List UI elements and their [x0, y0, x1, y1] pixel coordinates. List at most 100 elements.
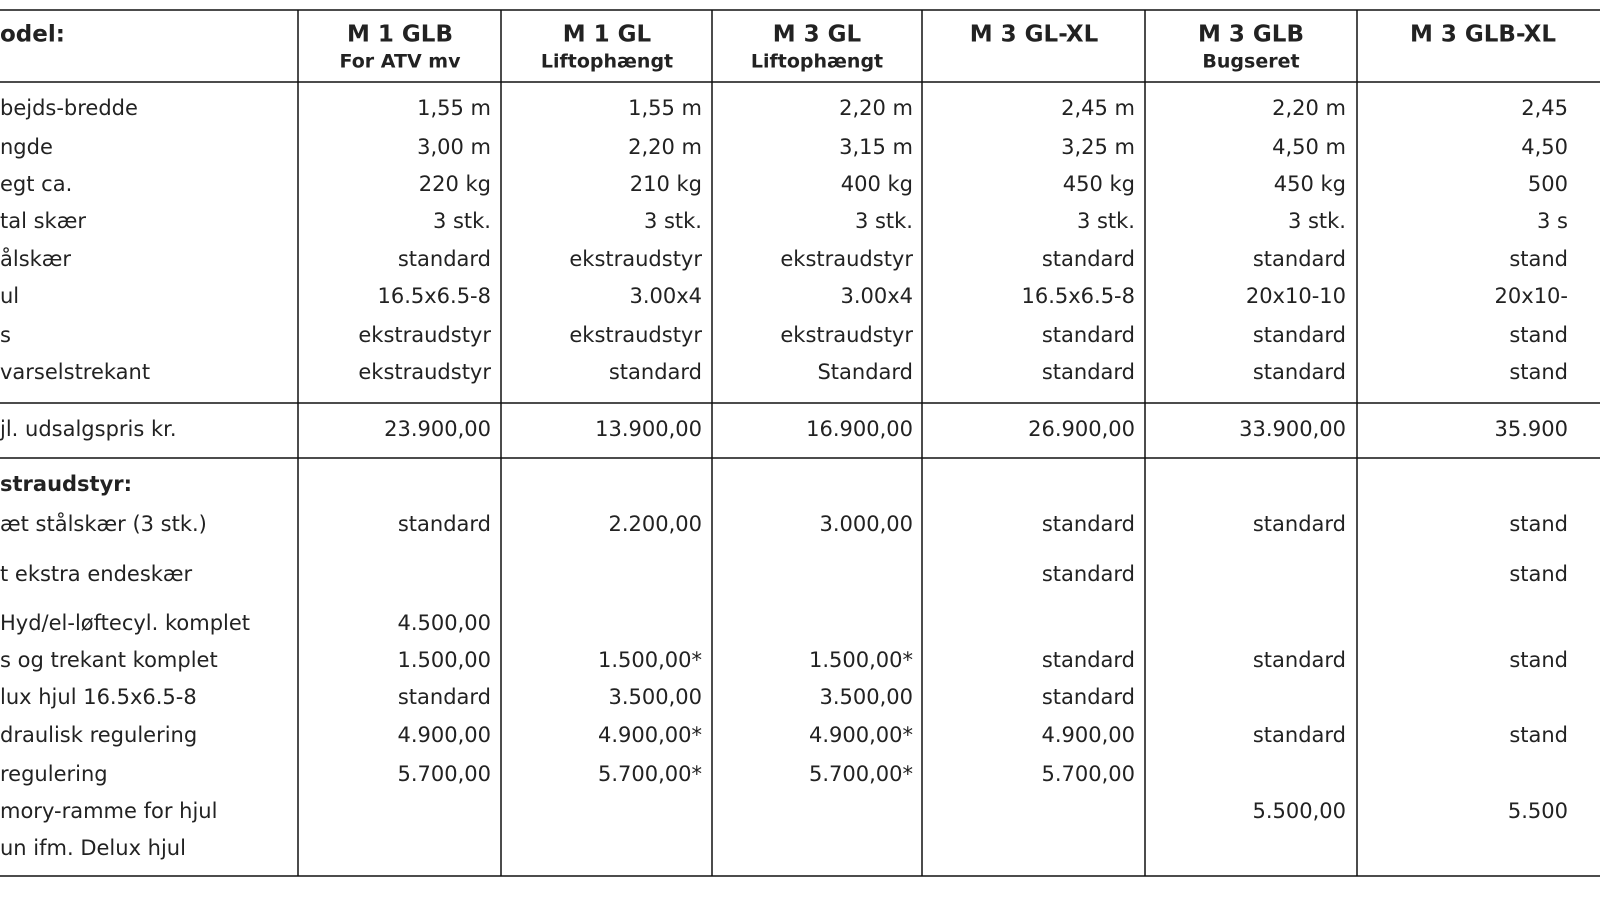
- cell: standard: [609, 360, 702, 384]
- cell: 3 stk.: [1288, 209, 1346, 233]
- cell: 33.900,00: [1239, 417, 1346, 441]
- column-title: M 3 GL-XL: [970, 22, 1099, 48]
- cell: 5.500: [1508, 799, 1568, 823]
- cell: 3 stk.: [644, 209, 702, 233]
- cell: 20x10-: [1495, 284, 1568, 308]
- cell: 1.500,00: [397, 648, 491, 672]
- cell: stand: [1509, 323, 1568, 347]
- cell: 16.5x6.5-8: [377, 284, 491, 308]
- cell: standard: [1253, 512, 1346, 536]
- row-label: t ekstra endeskær: [0, 562, 193, 586]
- cell: ekstraudstyr: [358, 323, 491, 347]
- cell: ekstraudstyr: [569, 247, 702, 271]
- row-label: regulering: [0, 762, 108, 786]
- column-title: M 3 GLB-XL: [1410, 22, 1556, 48]
- cell: stand: [1509, 360, 1568, 384]
- cell: 2,45: [1521, 96, 1568, 120]
- cell: 5.700,00: [1041, 762, 1135, 786]
- cell: 5.700,00: [397, 762, 491, 786]
- cell: 3,00 m: [417, 135, 491, 159]
- cell: 35.900: [1495, 417, 1568, 441]
- cell: 3.00x4: [629, 284, 702, 308]
- cell: standard: [1042, 648, 1135, 672]
- row-label: draulisk regulering: [0, 723, 197, 747]
- cell: 3.500,00: [819, 685, 913, 709]
- row-label: bejds-bredde: [0, 96, 138, 120]
- cell: 500: [1528, 172, 1568, 196]
- cell: 16.900,00: [806, 417, 913, 441]
- cell: 450 kg: [1063, 172, 1135, 196]
- cell: standard: [1042, 512, 1135, 536]
- cell: 4,50 m: [1272, 135, 1346, 159]
- row-label: s og trekant komplet: [0, 648, 218, 672]
- cell: 4.500,00: [397, 611, 491, 635]
- column-subtitle: For ATV mv: [340, 51, 462, 73]
- cell: standard: [1042, 562, 1135, 586]
- cell: standard: [1042, 323, 1135, 347]
- header-label: odel:: [0, 22, 65, 48]
- row-label: ålskær: [0, 246, 71, 271]
- section-title: straudstyr:: [0, 472, 132, 496]
- cell: 3,25 m: [1061, 135, 1135, 159]
- cell: stand: [1509, 512, 1568, 536]
- column-title: M 1 GLB: [347, 22, 453, 48]
- column-title: M 3 GLB: [1198, 22, 1304, 48]
- column-title: M 1 GL: [563, 22, 652, 48]
- cell: standard: [1253, 323, 1346, 347]
- cell: standard: [1042, 685, 1135, 709]
- cell: 210 kg: [630, 172, 702, 196]
- cell: 5.700,00*: [809, 762, 913, 786]
- row-label: ul: [0, 284, 19, 308]
- cell: ekstraudstyr: [780, 323, 913, 347]
- cell: stand: [1509, 723, 1568, 747]
- cell: 400 kg: [841, 172, 913, 196]
- cell: stand: [1509, 562, 1568, 586]
- cell: 3.000,00: [819, 512, 913, 536]
- cell: 16.5x6.5-8: [1021, 284, 1135, 308]
- cell: 5.700,00*: [598, 762, 702, 786]
- cell: 2,45 m: [1061, 96, 1135, 120]
- cell: 4.900,00: [1041, 723, 1135, 747]
- cell: 2,20 m: [628, 135, 702, 159]
- cell: 3 stk.: [855, 209, 913, 233]
- cell: 3 s: [1537, 209, 1568, 233]
- cell: standard: [398, 512, 491, 536]
- row-label: egt ca.: [0, 172, 72, 196]
- cell: 1.500,00*: [809, 648, 913, 672]
- cell: ekstraudstyr: [358, 360, 491, 384]
- cell: 3.00x4: [840, 284, 913, 308]
- column-subtitle: Liftophængt: [541, 51, 673, 73]
- cell: stand: [1509, 648, 1568, 672]
- cell: Standard: [817, 360, 913, 384]
- cell: standard: [398, 685, 491, 709]
- cell: stand: [1509, 247, 1568, 271]
- row-label: jl. udsalgspris kr.: [0, 417, 177, 441]
- cell: 23.900,00: [384, 417, 491, 441]
- cell: 4.900,00: [397, 723, 491, 747]
- row-label: Hyd/el-løftecyl. komplet: [0, 611, 250, 635]
- cell: standard: [1253, 247, 1346, 271]
- cell: 450 kg: [1274, 172, 1346, 196]
- row-label: æt stålskær (3 stk.): [0, 511, 207, 536]
- cell: ekstraudstyr: [569, 323, 702, 347]
- cell: 1.500,00*: [598, 648, 702, 672]
- cell: standard: [398, 247, 491, 271]
- cell: 3,15 m: [839, 135, 913, 159]
- cell: 3.500,00: [608, 685, 702, 709]
- column-subtitle: Bugseret: [1202, 51, 1299, 73]
- cell: ekstraudstyr: [780, 247, 913, 271]
- row-label: lux hjul 16.5x6.5-8: [0, 685, 197, 709]
- cell: 4,50: [1521, 135, 1568, 159]
- cell: 3 stk.: [433, 209, 491, 233]
- cell: 4.900,00*: [809, 723, 913, 747]
- cell: 3 stk.: [1077, 209, 1135, 233]
- cell: 2,20 m: [1272, 96, 1346, 120]
- cell: 5.500,00: [1252, 799, 1346, 823]
- grid: [0, 9, 1600, 877]
- cell: 26.900,00: [1028, 417, 1135, 441]
- cell: standard: [1253, 648, 1346, 672]
- column-subtitle: Liftophængt: [751, 51, 883, 73]
- cell: standard: [1253, 360, 1346, 384]
